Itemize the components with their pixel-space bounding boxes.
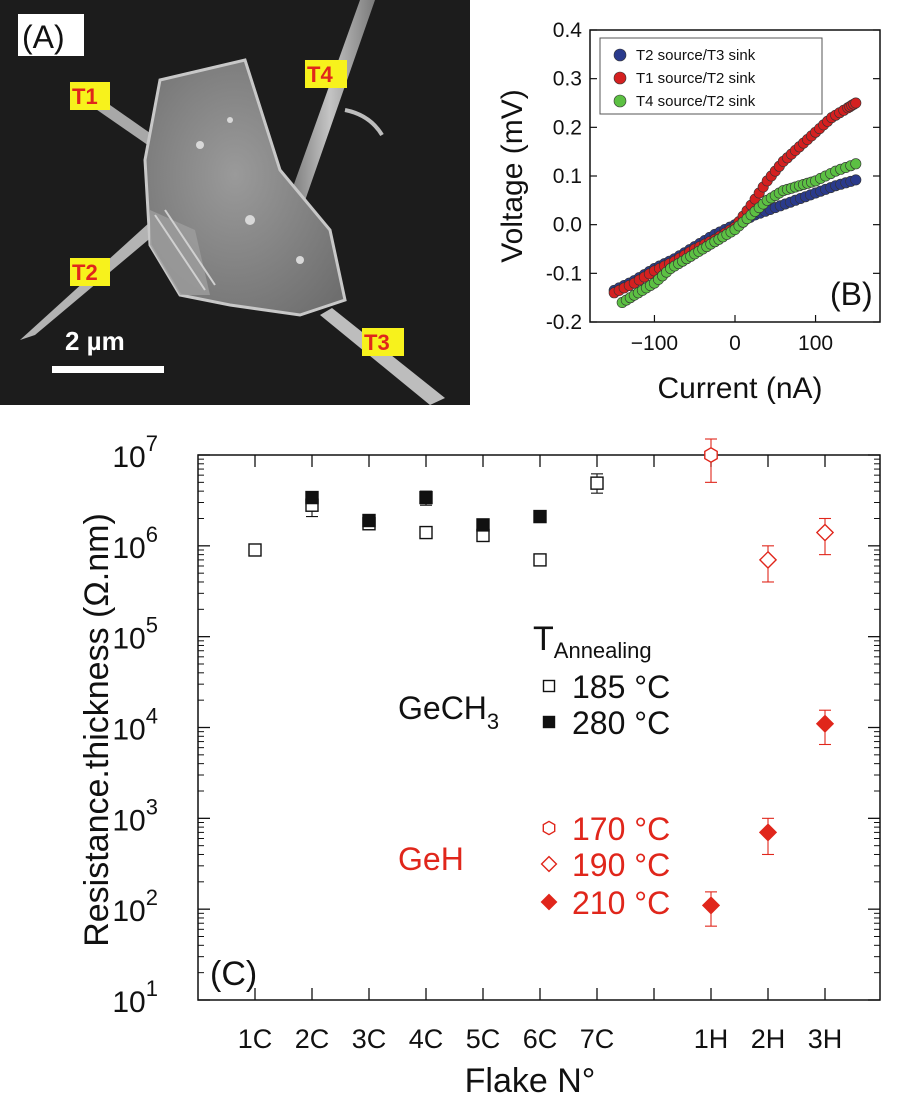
resistance-data-point xyxy=(362,513,376,528)
resistance-y-tick-label: 102 xyxy=(112,885,158,928)
resistance-data-point xyxy=(419,525,433,540)
iv-y-tick-label: 0.1 xyxy=(553,165,582,188)
iv-legend-box xyxy=(599,37,823,115)
resistance-data-point xyxy=(704,446,718,464)
terminal-t4-label: T4 xyxy=(307,62,333,87)
iv-y-tick-label: 0.2 xyxy=(553,116,582,139)
legend-entry: 185 °C xyxy=(572,669,670,705)
iv-y-tick-label: -0.2 xyxy=(546,311,582,334)
iv-y-axis-label: Voltage (mV) xyxy=(496,89,529,262)
resistance-data-point xyxy=(533,509,547,524)
terminal-t2-label: T2 xyxy=(72,260,98,285)
iv-y-tick-label: -0.1 xyxy=(546,262,582,285)
resistance-y-tick-label: 101 xyxy=(112,976,158,1019)
resistance-y-axis-label: Resistance.thickness (Ω.nm) xyxy=(78,513,116,947)
resistance-x-tick-label: 4C xyxy=(409,1024,444,1054)
legend-marker xyxy=(542,679,556,693)
iv-x-tick-label: −100 xyxy=(631,332,678,355)
sem-micrograph: (A) T1 T2 T3 T4 2 µm xyxy=(0,0,470,405)
iv-y-tick-label: 0.0 xyxy=(553,214,582,237)
legend-entry: 210 °C xyxy=(572,885,670,921)
resistance-data-point xyxy=(305,490,319,505)
panel-b-label: (B) xyxy=(830,276,873,312)
panel-a-label: (A) xyxy=(22,19,65,55)
iv-x-tick-label: 100 xyxy=(798,332,833,355)
resistance-x-tick-label: 6C xyxy=(523,1024,558,1054)
resistance-data-point xyxy=(815,523,835,542)
iv-legend-entry: T1 source/T2 sink xyxy=(636,70,756,87)
legend-marker xyxy=(542,715,556,729)
resistance-x-tick-label: 2C xyxy=(295,1024,330,1054)
resistance-data-point xyxy=(533,553,547,567)
resistance-data-point xyxy=(701,896,721,915)
resistance-x-tick-label: 2H xyxy=(751,1024,786,1054)
iv-data-point xyxy=(850,174,862,186)
legend-entry: 170 °C xyxy=(572,811,670,847)
resistance-chart: 101 102 103 104 105 106 107 1C 2C 3C 4C 5C 6C 7C 1H 2H 3… xyxy=(78,431,881,1100)
group-label-geh: GeH xyxy=(398,841,464,877)
resistance-x-tick-label: 5C xyxy=(466,1024,501,1054)
legend-entry: 190 °C xyxy=(572,847,670,883)
iv-legend-marker xyxy=(613,48,627,62)
iv-data-point xyxy=(850,158,862,170)
iv-legend-entry: T2 source/T3 sink xyxy=(636,47,756,64)
legend-marker xyxy=(542,820,556,836)
legend-marker xyxy=(540,855,558,873)
iv-legend-marker xyxy=(613,71,627,85)
resistance-y-tick-label: 106 xyxy=(112,522,158,565)
iv-y-tick-label: 0.3 xyxy=(553,68,582,91)
legend-entry: 280 °C xyxy=(572,705,670,741)
resistance-y-tick-label: 107 xyxy=(112,431,158,474)
group-label-gech3: GeCH3 xyxy=(398,690,499,734)
resistance-y-tick-label: 105 xyxy=(112,613,158,656)
resistance-data-point xyxy=(758,823,778,842)
terminal-t1-label: T1 xyxy=(72,84,98,109)
resistance-data-point xyxy=(248,543,262,557)
probe-t3 xyxy=(320,308,445,405)
resistance-data-point xyxy=(476,518,490,532)
legend-title: TAnnealing xyxy=(533,620,652,663)
iv-data-point xyxy=(850,97,862,109)
resistance-y-tick-label: 103 xyxy=(112,794,158,837)
resistance-x-tick-label: 3C xyxy=(352,1024,387,1054)
resistance-plot-frame xyxy=(197,454,881,1001)
iv-x-tick-label: 0 xyxy=(729,332,741,355)
resistance-y-tick-label: 104 xyxy=(112,704,158,747)
scale-bar-label: 2 µm xyxy=(65,326,125,356)
probe-t4 xyxy=(284,0,375,215)
iv-chart: -0.2 -0.1 0.0 0.1 0.2 0.3 0.4 −100 0 100 T2 sourc… xyxy=(496,19,881,405)
resistance-x-tick-label: 1C xyxy=(238,1024,273,1054)
resistance-x-tick-label: 7C xyxy=(580,1024,615,1054)
iv-y-tick-label: 0.4 xyxy=(553,19,583,42)
resistance-x-axis-label: Flake N° xyxy=(465,1062,596,1100)
scale-bar xyxy=(52,366,164,373)
resistance-data-point xyxy=(419,490,433,505)
resistance-data-point xyxy=(815,714,835,733)
terminal-t3-label: T3 xyxy=(364,330,390,355)
panel-c-label: (C) xyxy=(210,955,257,993)
resistance-x-tick-label: 1H xyxy=(694,1024,729,1054)
iv-x-axis-label: Current (nA) xyxy=(657,372,822,405)
iv-legend-marker xyxy=(613,94,627,108)
resistance-data-point xyxy=(758,550,778,569)
legend-marker xyxy=(540,893,558,911)
resistance-data-point xyxy=(590,476,604,490)
probe-t1 xyxy=(90,98,160,148)
resistance-x-tick-label: 3H xyxy=(808,1024,843,1054)
iv-legend-entry: T4 source/T2 sink xyxy=(636,93,756,110)
